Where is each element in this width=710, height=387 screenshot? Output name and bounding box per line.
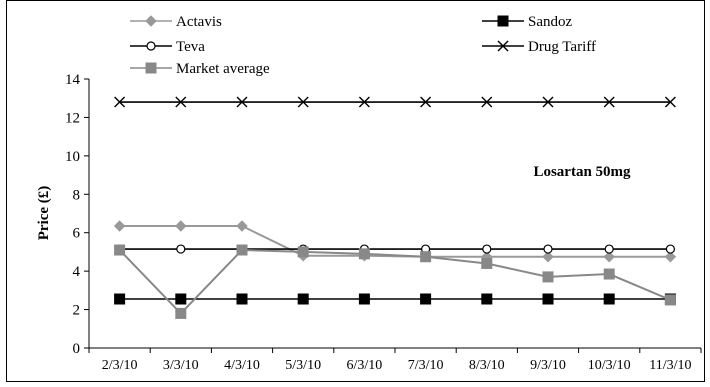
- y-tick-label: 2: [73, 303, 81, 319]
- x-tick-label: 7/3/10: [408, 358, 444, 373]
- data-point: [482, 244, 492, 254]
- y-tick-label: 4: [73, 264, 81, 280]
- data-point: [603, 293, 615, 305]
- data-point: [542, 271, 554, 283]
- data-point: [542, 293, 554, 305]
- data-point: [603, 268, 615, 280]
- x-tick-label: 2/3/10: [102, 358, 138, 373]
- data-point: [420, 96, 432, 108]
- legend-marker: [145, 15, 157, 27]
- x-tick-label: 9/3/10: [530, 358, 566, 373]
- legend-marker: [497, 40, 509, 52]
- data-point: [297, 246, 309, 258]
- data-point: [236, 220, 248, 232]
- data-point: [358, 293, 370, 305]
- data-point: [665, 244, 676, 254]
- legend-marker: [145, 62, 157, 74]
- data-point: [114, 293, 126, 305]
- y-tick-label: 0: [73, 341, 81, 357]
- series-market-average: [114, 244, 676, 319]
- data-point: [481, 293, 493, 305]
- legend-item: Teva: [130, 39, 205, 55]
- legend-label: Actavis: [176, 14, 222, 30]
- data-point: [603, 96, 615, 108]
- legend-item: Actavis: [130, 14, 222, 30]
- legend-label: Teva: [176, 39, 205, 55]
- data-point: [481, 257, 493, 269]
- data-point: [542, 96, 554, 108]
- data-point: [297, 96, 309, 108]
- y-tick-label: 10: [65, 149, 80, 165]
- data-point: [604, 244, 614, 254]
- series-line: [119, 224, 671, 258]
- data-point: [236, 293, 248, 305]
- data-point: [114, 96, 126, 108]
- data-point: [175, 220, 187, 232]
- data-point: [542, 251, 554, 263]
- data-point: [664, 96, 676, 108]
- chart-title: Losartan 50mg: [533, 164, 631, 180]
- data-point: [420, 251, 432, 263]
- data-point: [114, 244, 126, 256]
- data-point: [481, 96, 493, 108]
- data-point: [664, 251, 677, 263]
- x-tick-label: 10/3/10: [588, 358, 631, 373]
- data-point: [176, 244, 186, 254]
- data-point: [603, 251, 615, 263]
- x-tick-label: 3/3/10: [163, 358, 199, 373]
- axes: 0 2 4 6 8 10 12 14 2/3/10 3/3/10 4/3/10 5/3/10 6/3/1…: [65, 72, 702, 373]
- x-tick-label: 6/3/10: [347, 358, 383, 373]
- legend-label: Sandoz: [528, 14, 573, 30]
- x-tick-label: 5/3/10: [285, 358, 321, 373]
- y-tick-label: 8: [73, 187, 81, 203]
- series-teva: [114, 244, 676, 254]
- data-point: [236, 96, 248, 108]
- x-tick-label: 11/3/10: [649, 358, 691, 373]
- x-tick-label: 8/3/10: [469, 358, 505, 373]
- legend: Actavis Sandoz Teva Drug Tariff Market avera…: [130, 14, 596, 77]
- series-drug-tariff: [114, 96, 676, 108]
- y-axis-label: Price (£): [36, 186, 52, 241]
- x-tick-label: 4/3/10: [224, 358, 260, 373]
- y-tick-label: 6: [73, 226, 81, 242]
- data-point: [175, 307, 187, 319]
- legend-label: Drug Tariff: [528, 39, 596, 55]
- legend-label: Market average: [176, 61, 270, 77]
- data-point: [175, 293, 187, 305]
- data-point: [358, 96, 370, 108]
- y-tick-label: 14: [65, 72, 81, 88]
- legend-marker: [146, 41, 156, 51]
- y-tick-label: 12: [65, 110, 80, 126]
- series-line: [118, 248, 671, 315]
- data-point: [358, 248, 370, 260]
- data-point: [420, 293, 432, 305]
- legend-marker: [497, 15, 509, 27]
- chart-frame: [6, 0, 705, 382]
- data-point: [175, 96, 187, 108]
- data-point: [664, 294, 676, 306]
- series-layer: [113, 96, 677, 319]
- data-point: [297, 293, 309, 305]
- legend-item: Sandoz: [482, 14, 573, 30]
- series-sandoz: [114, 293, 676, 305]
- data-point: [543, 244, 553, 254]
- legend-item: Market average: [130, 61, 270, 77]
- data-point: [236, 244, 248, 256]
- data-point: [113, 220, 126, 232]
- legend-item: Drug Tariff: [482, 39, 596, 55]
